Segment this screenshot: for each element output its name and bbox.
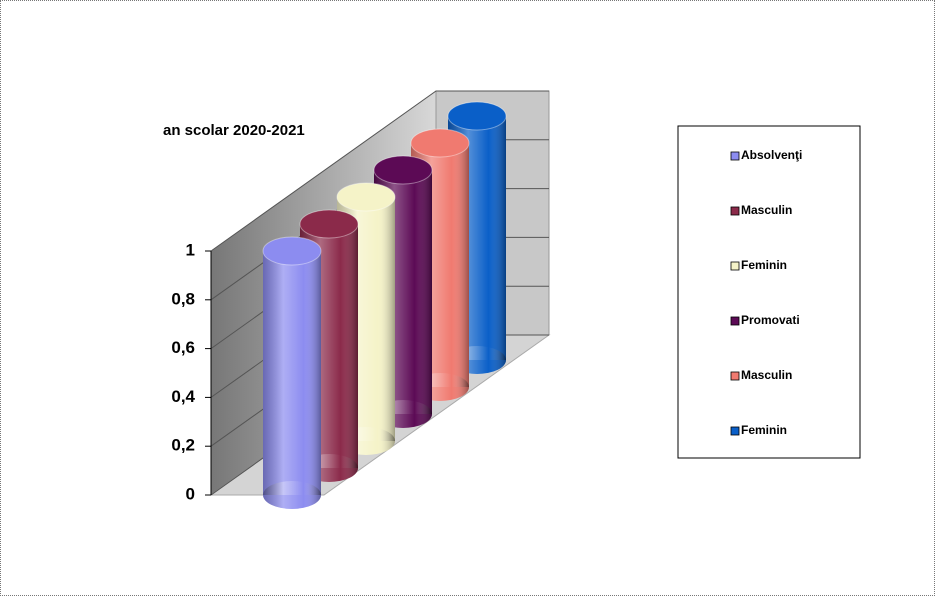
bar-top <box>373 155 433 185</box>
legend-box <box>677 125 861 459</box>
bar-top <box>410 128 470 158</box>
legend-label: Feminin <box>741 258 787 272</box>
y-tick-label: 1 <box>186 240 195 259</box>
y-tick-label: 0,6 <box>171 338 195 357</box>
legend-label: Absolvenţi <box>741 148 802 162</box>
legend-swatch <box>730 316 740 326</box>
chart-title: an scolar 2020-2021 <box>163 122 305 139</box>
bar-base-shade <box>263 481 321 509</box>
y-tick-label: 0,2 <box>171 436 195 455</box>
legend-swatch <box>730 261 740 271</box>
y-tick-label: 0,8 <box>171 289 195 308</box>
bar-top <box>262 236 322 266</box>
bar-top <box>447 101 507 131</box>
bar-shade <box>263 251 321 495</box>
legend-label: Masculin <box>741 368 792 382</box>
legend-label: Promovati <box>741 313 800 327</box>
legend-swatch <box>730 371 740 381</box>
y-tick-label: 0 <box>186 484 195 503</box>
legend-swatch <box>730 151 740 161</box>
legend-label: Masculin <box>741 203 792 217</box>
legend-swatch <box>730 206 740 216</box>
bar-top <box>299 209 359 239</box>
legend-label: Feminin <box>741 423 787 437</box>
legend-swatch <box>730 426 740 436</box>
grid-line <box>210 90 549 252</box>
bar-top <box>336 182 396 212</box>
y-tick-label: 0,4 <box>171 387 195 406</box>
bar <box>262 236 322 509</box>
